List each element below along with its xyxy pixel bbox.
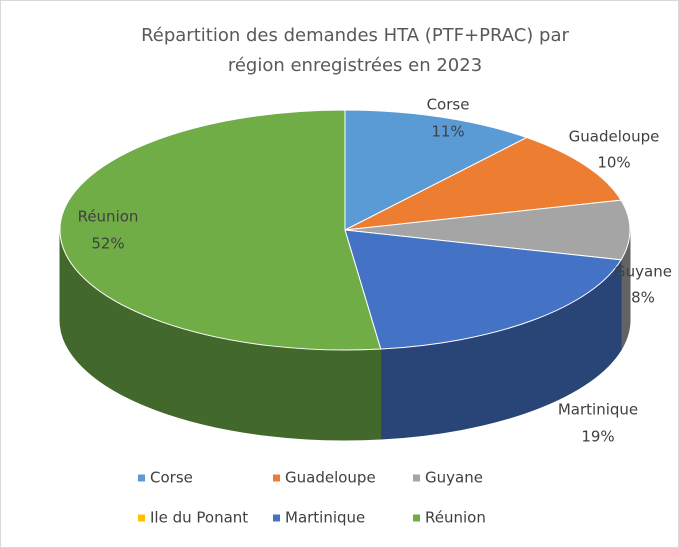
chart-title: Répartition des demandes HTA (PTF+PRAC) …	[141, 25, 569, 46]
data-label: 10%	[597, 154, 630, 172]
legend-swatch	[273, 474, 280, 482]
data-label: 19%	[581, 428, 614, 446]
data-label-category: Guadeloupe	[569, 128, 660, 146]
legend-label: Ile du Ponant	[150, 509, 248, 527]
pie-slice	[344, 136, 622, 231]
chart-title: région enregistrées en 2023	[228, 55, 482, 76]
legend-swatch	[273, 514, 280, 522]
data-label: 52%	[91, 235, 124, 253]
pie-slice	[344, 199, 631, 261]
pie-slice	[344, 229, 622, 350]
legend-label: Martinique	[285, 509, 365, 527]
pie-slice	[344, 109, 528, 231]
data-label-category: Martinique	[558, 401, 638, 419]
legend-swatch	[413, 474, 420, 482]
legend-label: Guadeloupe	[285, 469, 376, 487]
pie-slice	[59, 109, 382, 351]
data-label-category: Guyane	[614, 263, 672, 281]
legend-swatch	[413, 514, 420, 522]
legend-label: Guyane	[425, 469, 483, 487]
legend-label: Réunion	[425, 509, 486, 527]
data-label: 11%	[431, 123, 464, 141]
legend-swatch	[138, 514, 145, 522]
legend-swatch	[138, 474, 145, 482]
data-label-category: Corse	[427, 96, 470, 114]
data-label: 8%	[631, 289, 655, 307]
data-label-category: Réunion	[78, 208, 139, 226]
legend-label: Corse	[150, 469, 193, 487]
